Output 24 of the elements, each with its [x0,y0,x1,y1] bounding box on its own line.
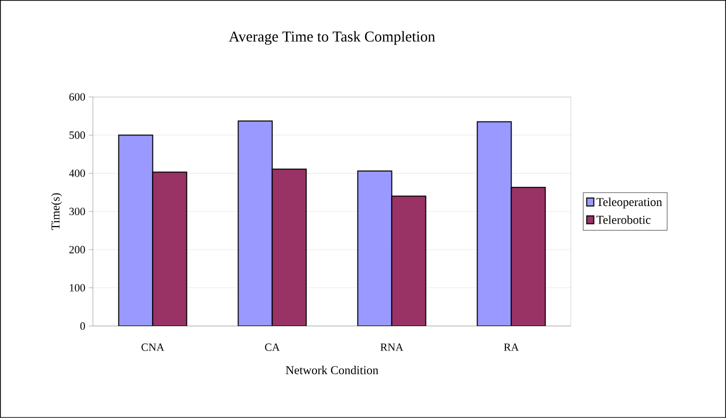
x-tick-label: CA [265,344,280,351]
y-tick-label: 300 [69,208,85,216]
legend-label: Telerobotic [596,216,650,224]
bar [510,186,546,326]
y-tick-label: 0 [80,322,85,330]
y-tick-label: 200 [69,246,85,254]
y-tick-label: 500 [70,131,85,139]
y-tick-label: 600 [69,93,85,101]
y-axis-title: Time(s) [51,193,62,230]
bar [238,120,273,326]
x-tick-label: RNA [380,344,404,351]
bar [391,196,426,326]
bar [272,168,307,326]
bar [118,134,154,326]
y-tick-label: 400 [69,170,85,178]
legend-label: Teleoperation [596,198,662,209]
x-tick-label: CNA [142,344,164,351]
bar [357,170,392,326]
chart-title: Average Time to Task Completion [228,31,436,45]
bar [152,172,188,326]
x-tick-label: RA [504,344,519,351]
y-tick-label: 100 [70,284,85,292]
x-axis-title: Network Condition [286,366,378,374]
bar [476,121,512,326]
